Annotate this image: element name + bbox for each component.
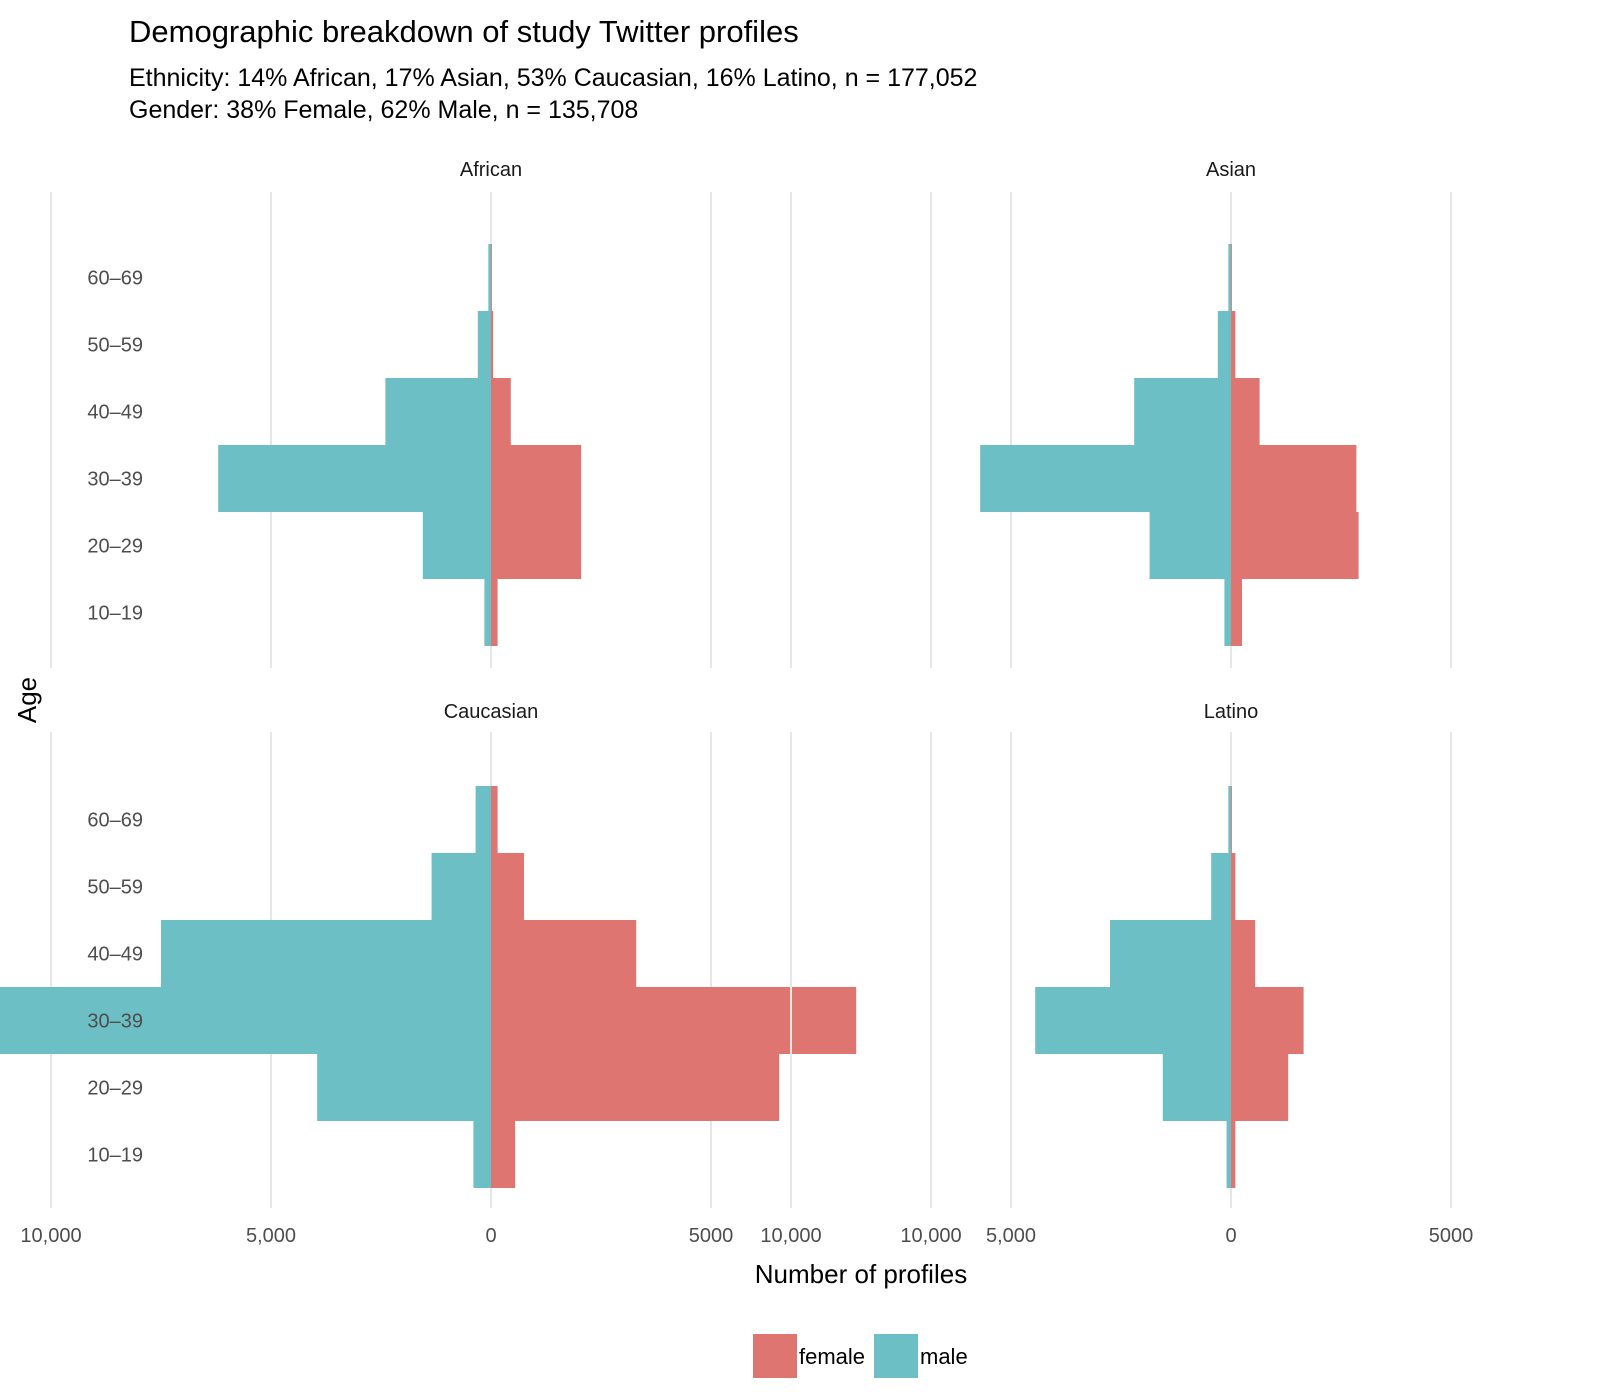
bar-female-latino — [1231, 853, 1236, 920]
bar-male-caucasian — [317, 1054, 491, 1121]
bar-male-caucasian — [431, 853, 491, 920]
bar-female-caucasian — [491, 1054, 780, 1121]
x-axis-title: Number of profiles — [755, 1259, 967, 1289]
chart-subtitle-gender: Gender: 38% Female, 62% Male, n = 135,70… — [129, 96, 639, 124]
facet-label-latino: Latino — [1204, 701, 1259, 723]
bar-female-caucasian — [491, 1121, 516, 1188]
bar-female-caucasian — [491, 920, 637, 987]
x-tick-label: 10,000 — [900, 1225, 961, 1247]
y-axis-title: Age — [12, 677, 42, 723]
bar-female-african — [491, 579, 498, 646]
x-tick-label: 5,000 — [246, 1225, 296, 1247]
facet-label-caucasian: Caucasian — [444, 701, 539, 723]
bar-male-asian — [1149, 512, 1231, 579]
bar-male-latino — [1110, 920, 1231, 987]
legend-swatch-male — [874, 1334, 918, 1378]
bar-male-african — [218, 445, 491, 512]
bar-female-latino — [1231, 786, 1232, 853]
bar-male-african — [422, 512, 491, 579]
bar-female-asian — [1231, 311, 1236, 378]
bar-female-caucasian — [491, 786, 498, 853]
bar-male-asian — [1224, 579, 1231, 646]
bar-female-african — [491, 378, 511, 445]
bar-male-asian — [1134, 378, 1231, 445]
legend-swatch-female — [753, 1334, 797, 1378]
y-tick-label: 50–59 — [87, 335, 143, 357]
bar-male-latino — [1211, 853, 1231, 920]
bar-female-asian — [1231, 579, 1242, 646]
bar-male-african — [385, 378, 491, 445]
bar-male-caucasian — [475, 786, 491, 853]
x-tick-label: 5,000 — [986, 1225, 1036, 1247]
legend-label-female: female — [799, 1344, 865, 1369]
y-tick-label: 10–19 — [87, 1145, 143, 1167]
bar-female-african — [491, 445, 582, 512]
bar-male-latino — [1035, 987, 1231, 1054]
bar-female-asian — [1231, 244, 1232, 311]
y-tick-label: 40–49 — [87, 944, 143, 966]
x-tick-label: 0 — [485, 1225, 496, 1247]
chart-subtitle-ethnicity: Ethnicity: 14% African, 17% Asian, 53% C… — [129, 64, 978, 92]
bar-female-latino — [1231, 987, 1304, 1054]
bar-female-asian — [1231, 512, 1359, 579]
bar-female-asian — [1231, 445, 1357, 512]
y-tick-label: 20–29 — [87, 1078, 143, 1100]
x-tick-label: 5000 — [689, 1225, 734, 1247]
bar-male-caucasian — [161, 920, 491, 987]
bar-male-african — [488, 244, 491, 311]
chart-title: Demographic breakdown of study Twitter p… — [129, 14, 799, 49]
bar-male-asian — [980, 445, 1231, 512]
bar-male-african — [484, 579, 491, 646]
x-tick-label: 10,000 — [760, 1225, 821, 1247]
bar-male-latino — [1162, 1054, 1231, 1121]
bar-male-latino — [1226, 1121, 1231, 1188]
bar-male-latino — [1228, 786, 1231, 853]
facet-label-asian: Asian — [1206, 159, 1256, 181]
bar-female-asian — [1231, 378, 1260, 445]
legend-label-male: male — [920, 1344, 968, 1369]
y-tick-label: 60–69 — [87, 268, 143, 290]
y-tick-label: 20–29 — [87, 536, 143, 558]
bar-female-african — [491, 512, 582, 579]
facet-label-african: African — [460, 159, 522, 181]
y-tick-label: 30–39 — [87, 469, 143, 491]
bar-male-caucasian — [0, 987, 492, 1054]
x-tick-label: 5000 — [1429, 1225, 1474, 1247]
bar-female-caucasian — [491, 987, 857, 1054]
y-tick-label: 30–39 — [87, 1011, 143, 1033]
y-tick-label: 60–69 — [87, 810, 143, 832]
y-tick-label: 50–59 — [87, 877, 143, 899]
bar-male-asian — [1228, 244, 1231, 311]
bar-female-african — [491, 244, 492, 311]
y-tick-label: 40–49 — [87, 402, 143, 424]
x-tick-label: 10,000 — [20, 1225, 81, 1247]
bar-male-african — [477, 311, 491, 378]
bar-female-latino — [1231, 920, 1256, 987]
y-tick-label: 10–19 — [87, 603, 143, 625]
bar-female-latino — [1231, 1054, 1289, 1121]
bar-female-caucasian — [491, 853, 524, 920]
bar-male-asian — [1217, 311, 1231, 378]
bar-female-latino — [1231, 1121, 1236, 1188]
bar-female-african — [491, 311, 494, 378]
bar-male-caucasian — [473, 1121, 491, 1188]
x-tick-label: 0 — [1225, 1225, 1236, 1247]
